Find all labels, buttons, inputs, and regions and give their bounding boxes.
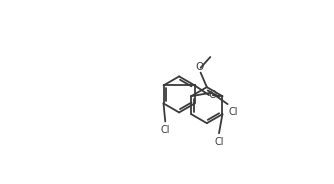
Text: O: O bbox=[209, 90, 217, 100]
Text: Cl: Cl bbox=[214, 137, 224, 147]
Text: Cl: Cl bbox=[228, 107, 238, 116]
Text: O: O bbox=[195, 62, 203, 72]
Text: Cl: Cl bbox=[161, 125, 170, 135]
